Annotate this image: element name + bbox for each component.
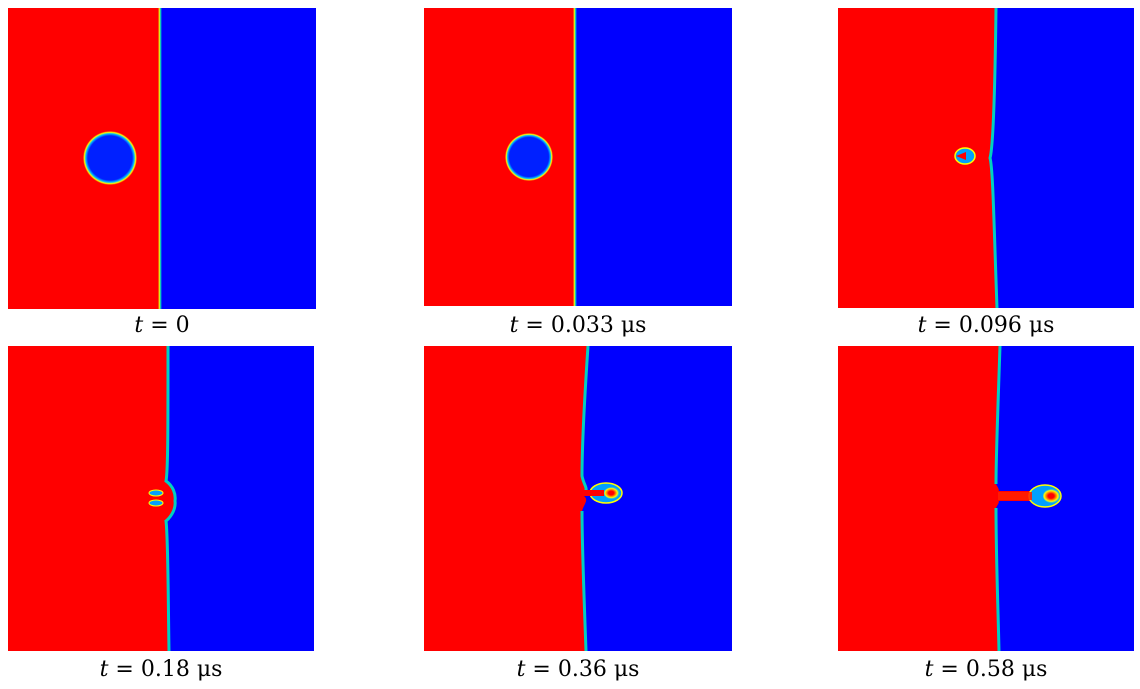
caption-var: t [516, 657, 526, 682]
jet-stem [582, 490, 604, 496]
caption-var: t [134, 313, 144, 338]
caption-value: 0 [175, 313, 190, 338]
left-fluid-region [424, 346, 588, 651]
caption-unit: μs [606, 657, 640, 682]
panel-t0-plot [8, 8, 316, 309]
panel-t0096 [838, 8, 1134, 308]
left-fluid-region [8, 346, 176, 651]
left-fluid-region [838, 8, 997, 308]
interface-line [988, 8, 999, 308]
bubble-jet [956, 152, 966, 160]
panel-t058 [838, 346, 1134, 651]
caption-t036: t = 0.36 μs [424, 657, 732, 683]
caption-eq: = [926, 313, 959, 338]
caption-t058: t = 0.58 μs [838, 657, 1134, 683]
bubble [83, 131, 137, 185]
caption-t0033: t = 0.033 μs [424, 313, 732, 339]
panel-t036 [424, 346, 732, 651]
caption-t018: t = 0.18 μs [8, 657, 314, 683]
panel-t0096-plot [838, 8, 1134, 308]
panel-t018 [8, 346, 314, 651]
caption-eq: = [143, 313, 176, 338]
caption-unit: μs [1021, 313, 1055, 338]
caption-value: 0.18 [140, 657, 190, 682]
caption-var: t [509, 313, 519, 338]
caption-value: 0.096 [958, 313, 1022, 338]
interface-line [158, 8, 162, 309]
bubble [505, 133, 553, 181]
caption-t0096: t = 0.096 μs [838, 313, 1134, 339]
caption-eq: = [518, 313, 551, 338]
panel-t0033-plot [424, 8, 732, 306]
caption-var: t [924, 657, 934, 682]
panel-t036-plot [424, 346, 732, 651]
jet-tip [1043, 489, 1061, 503]
panel-t0 [8, 8, 316, 309]
caption-value: 0.033 [550, 313, 614, 338]
caption-t0: t = 0 [8, 313, 316, 339]
caption-eq: = [525, 657, 558, 682]
interface-line [580, 346, 590, 651]
caption-var: t [99, 657, 109, 682]
caption-eq: = [108, 657, 141, 682]
vortex-upper [148, 489, 164, 497]
caption-unit: μs [189, 657, 223, 682]
caption-eq: = [933, 657, 966, 682]
jet-tip [604, 487, 620, 499]
panel-t058-plot [838, 346, 1134, 651]
interface-line [573, 8, 577, 306]
interface-line [164, 346, 177, 651]
interface-line [994, 346, 1002, 651]
left-fluid-region [838, 346, 1000, 651]
panel-t0033 [424, 8, 732, 306]
vortex-lower [148, 499, 164, 507]
caption-var: t [917, 313, 927, 338]
caption-unit: μs [613, 313, 647, 338]
caption-value: 0.36 [557, 657, 607, 682]
caption-value: 0.58 [965, 657, 1015, 682]
caption-unit: μs [1014, 657, 1048, 682]
jet-core [998, 492, 1032, 500]
panel-t018-plot [8, 346, 314, 651]
